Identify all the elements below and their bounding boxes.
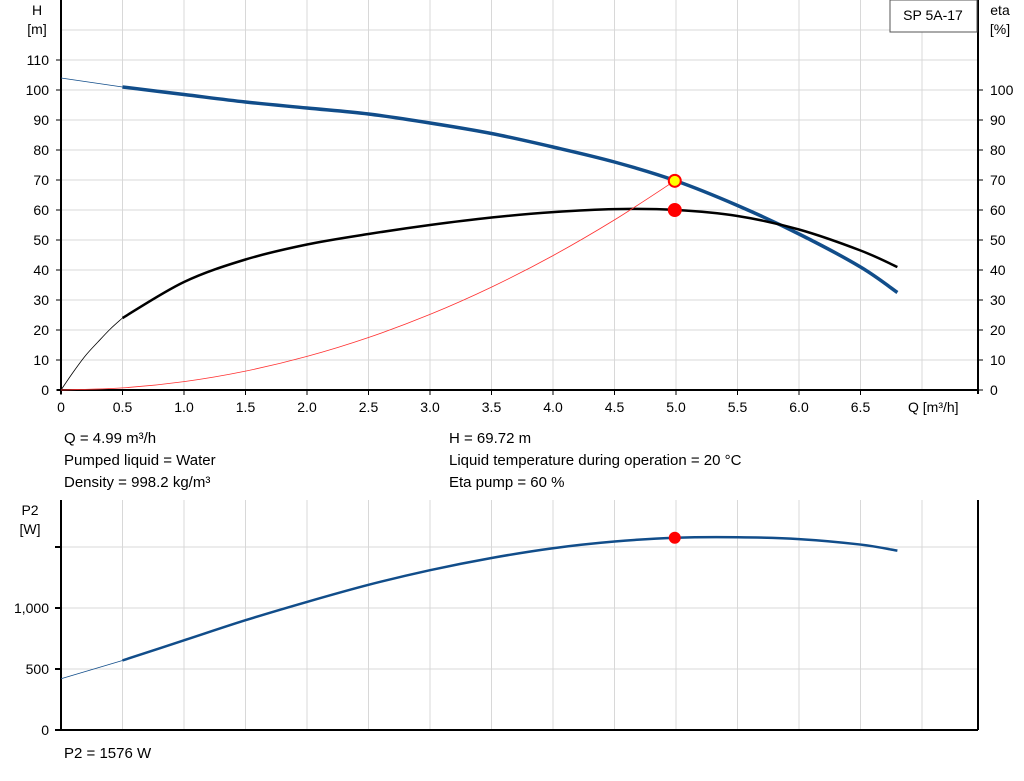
x-tick-label: 5.5	[728, 399, 748, 415]
y-tick-label-right: 40	[990, 262, 1006, 278]
info-left: Q = 4.99 m³/h Pumped liquid = Water Dens…	[64, 428, 216, 494]
y-tick-label: 1,000	[14, 600, 49, 616]
density-readout: Density = 998.2 kg/m³	[64, 474, 211, 491]
x-tick-label: 2.5	[359, 399, 379, 415]
x-axis-title: Q [m³/h]	[908, 399, 959, 415]
y-axis-title-right: eta	[990, 2, 1010, 18]
x-tick-label: 4.5	[605, 399, 625, 415]
y-axis-unit-left: [m]	[27, 21, 46, 37]
x-tick-label: 0.5	[113, 399, 133, 415]
y-tick-label-left: 20	[33, 322, 49, 338]
y-tick-label: 0	[41, 722, 49, 738]
x-tick-label: 6.0	[789, 399, 809, 415]
y-tick-label-right: 70	[990, 172, 1006, 188]
y-tick-label-left: 30	[33, 292, 49, 308]
y-tick-label-right: 30	[990, 292, 1006, 308]
y-tick-label-left: 60	[33, 202, 49, 218]
y-tick-label-right: 80	[990, 142, 1006, 158]
x-tick-label: 1.5	[236, 399, 256, 415]
y-tick-label-left: 50	[33, 232, 49, 248]
y-tick-label-left: 80	[33, 142, 49, 158]
x-tick-label: 2.0	[297, 399, 317, 415]
series-eta-extrapolated	[60, 317, 123, 391]
liquid-readout: Pumped liquid = Water	[64, 452, 216, 469]
legend-label: SP 5A-17	[903, 7, 963, 23]
y-tick-label-left: 40	[33, 262, 49, 278]
y-tick-label-right: 50	[990, 232, 1006, 248]
pump-curve-chart: 0 0.5 1.0 1.5 2.0 2.5 3.0 3.5 4.0 4.5 5.0 5.5 6.0 6.5…	[26, 0, 1014, 415]
x-tick-label: 6.5	[851, 399, 871, 415]
y-tick-label: 500	[26, 661, 50, 677]
series-eta-line	[121, 207, 898, 320]
y-tick-label-right: 10	[990, 352, 1006, 368]
y-tick-label-right: 20	[990, 322, 1006, 338]
head-readout: H = 69.72 m	[449, 430, 532, 447]
y-axis-title: P2	[21, 502, 38, 518]
x-tick-label: 0	[57, 399, 65, 415]
operating-point-0	[667, 173, 682, 188]
flow-readout: Q = 4.99 m³/h	[64, 430, 157, 447]
temperature-readout: Liquid temperature during operation = 20…	[449, 452, 742, 469]
y-tick-label-right: 0	[990, 382, 998, 398]
x-tick-label: 3.5	[482, 399, 502, 415]
y-axis-title-left: H	[32, 2, 42, 18]
x-tick-label: 4.0	[543, 399, 563, 415]
eta-readout: Eta pump = 60 %	[449, 474, 565, 491]
x-tick-label: 3.0	[420, 399, 440, 415]
info-right: H = 69.72 m Liquid temperature during op…	[449, 428, 741, 494]
power-readout: P2 = 1576 W	[64, 745, 152, 762]
y-tick-label-left: 90	[33, 112, 49, 128]
series-system-line	[60, 180, 675, 391]
y-tick-label-right: 100	[990, 82, 1014, 98]
series-H-extrapolated	[60, 77, 123, 88]
y-tick-label-left: 0	[41, 382, 49, 398]
y-axis-unit: [W]	[20, 521, 41, 537]
y-tick-label-right: 60	[990, 202, 1006, 218]
series-P2-extrapolated	[60, 660, 123, 680]
y-tick-label-left: 110	[27, 52, 50, 68]
operating-point-1	[667, 203, 682, 217]
x-tick-label: 1.0	[174, 399, 194, 415]
y-tick-label-left: 100	[26, 82, 50, 98]
y-tick-label-right: 90	[990, 112, 1006, 128]
y-axis-unit-right: [%]	[990, 21, 1010, 37]
legend-box	[889, 0, 978, 33]
x-tick-label: 5.0	[666, 399, 686, 415]
series-H-line	[122, 85, 899, 294]
series-P2-line	[122, 535, 898, 662]
y-tick-label-left: 10	[33, 352, 49, 368]
y-tick-label-left: 70	[33, 172, 49, 188]
operating-point-0	[668, 531, 681, 544]
